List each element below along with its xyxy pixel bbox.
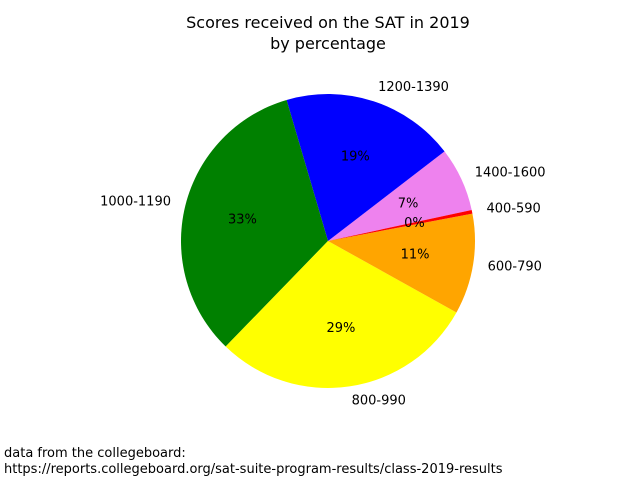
pie-slice-1000-1190: [181, 99, 328, 347]
slice-label-1000-1190: 1000-1190: [100, 195, 171, 210]
pie-slice-400-590: [328, 209, 473, 241]
pie-slice-600-790: [328, 213, 475, 313]
slice-percent-400-590: 0%: [404, 216, 425, 231]
slice-percent-800-990: 29%: [326, 321, 355, 336]
pie-slice-1400-1600: [328, 151, 472, 241]
source-footnote: data from the collegeboard: https://repo…: [4, 446, 503, 478]
slice-percent-600-790: 11%: [401, 248, 430, 263]
slice-percent-1400-1600: 7%: [398, 196, 419, 211]
pie-labels: 1400-1600 7% 1200-1390 19% 1000-1190 33% 800-9…: [100, 80, 545, 409]
pie-slices: [181, 94, 475, 388]
slice-label-800-990: 800-990: [352, 394, 406, 409]
source-url: https://reports.collegeboard.org/sat-sui…: [4, 462, 503, 477]
slice-label-1400-1600: 1400-1600: [475, 166, 546, 181]
slice-percent-1000-1190: 33%: [228, 212, 257, 227]
pie-slice-1200-1390: [286, 94, 445, 242]
slice-percent-1200-1390: 19%: [341, 150, 370, 165]
slice-label-600-790: 600-790: [488, 259, 542, 274]
source-line-1: data from the collegeboard:: [4, 446, 186, 461]
chart-subtitle: by percentage: [270, 34, 386, 53]
slice-label-1200-1390: 1200-1390: [378, 80, 449, 95]
slice-label-400-590: 400-590: [487, 201, 541, 216]
pie-slice-800-990: [225, 241, 457, 388]
chart-title: Scores received on the SAT in 2019: [186, 13, 470, 32]
